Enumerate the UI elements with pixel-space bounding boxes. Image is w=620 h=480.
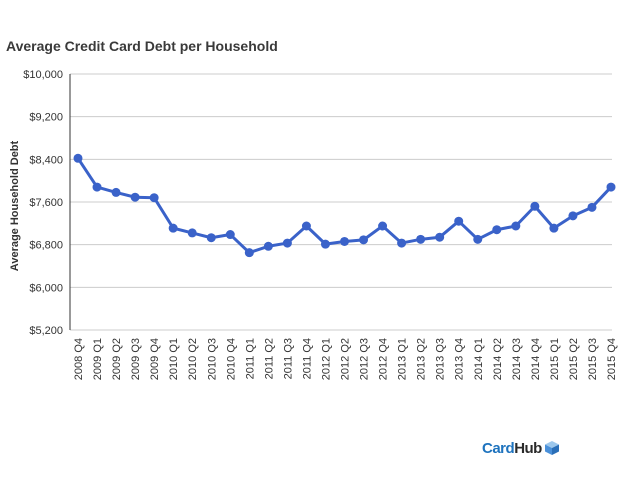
y-tick-label: $8,400 bbox=[29, 154, 63, 166]
data-point bbox=[549, 223, 559, 233]
cube-icon bbox=[544, 441, 559, 455]
data-point bbox=[587, 202, 597, 212]
x-tick-label: 2010 Q4 bbox=[225, 338, 237, 380]
x-tick-label: 2011 Q1 bbox=[244, 338, 256, 379]
x-tick-label: 2010 Q2 bbox=[187, 338, 199, 380]
y-axis-title: Average Household Debt bbox=[9, 140, 21, 271]
y-tick-label: $10,000 bbox=[23, 69, 63, 81]
x-tick-label: 2015 Q2 bbox=[568, 338, 580, 380]
x-tick-label: 2012 Q3 bbox=[359, 338, 371, 380]
data-point bbox=[568, 211, 578, 221]
y-tick-label: $7,600 bbox=[29, 197, 63, 209]
data-point bbox=[492, 225, 502, 235]
x-tick-label: 2014 Q2 bbox=[492, 338, 504, 380]
x-tick-label: 2009 Q2 bbox=[111, 338, 123, 380]
data-point bbox=[111, 187, 121, 197]
y-tick-label: $9,200 bbox=[29, 112, 63, 124]
data-point bbox=[340, 236, 349, 246]
x-tick-label: 2010 Q3 bbox=[206, 338, 218, 380]
x-tick-label: 2009 Q4 bbox=[149, 338, 161, 380]
x-tick-label: 2010 Q1 bbox=[168, 338, 180, 380]
logo-hub-text: Hub bbox=[514, 439, 542, 457]
data-point bbox=[168, 223, 178, 233]
y-tick-label: $6,000 bbox=[29, 282, 63, 294]
x-tick-label: 2011 Q3 bbox=[282, 338, 294, 379]
x-tick-label: 2013 Q2 bbox=[416, 338, 428, 380]
y-tick-label: $6,800 bbox=[29, 240, 63, 252]
x-tick-label: 2013 Q3 bbox=[435, 338, 447, 380]
data-point bbox=[435, 232, 445, 242]
x-tick-label: 2014 Q1 bbox=[473, 338, 485, 380]
data-point bbox=[149, 193, 159, 203]
data-point bbox=[73, 153, 83, 163]
x-tick-label: 2012 Q2 bbox=[340, 338, 352, 380]
data-point bbox=[359, 235, 369, 245]
data-point bbox=[282, 238, 292, 248]
cardhub-logo: Card Hub bbox=[482, 436, 560, 460]
data-point bbox=[301, 221, 311, 231]
x-tick-label: 2015 Q4 bbox=[606, 338, 618, 380]
x-tick-label: 2015 Q1 bbox=[549, 338, 561, 380]
data-point bbox=[606, 182, 616, 192]
chart-title: Average Credit Card Debt per Household bbox=[6, 38, 278, 54]
x-tick-label: 2011 Q4 bbox=[301, 338, 313, 379]
data-point bbox=[416, 234, 426, 244]
x-tick-label: 2013 Q4 bbox=[454, 338, 466, 380]
data-point bbox=[263, 241, 273, 251]
data-point bbox=[206, 233, 216, 243]
x-tick-label: 2009 Q1 bbox=[92, 338, 104, 380]
x-tick-label: 2011 Q2 bbox=[263, 338, 275, 379]
data-point bbox=[187, 228, 197, 238]
data-point bbox=[320, 239, 330, 249]
data-point bbox=[511, 221, 521, 231]
x-tick-label: 2008 Q4 bbox=[73, 338, 85, 380]
x-tick-label: 2009 Q3 bbox=[130, 338, 142, 380]
x-tick-label: 2015 Q3 bbox=[587, 338, 599, 380]
y-tick-label: $5,200 bbox=[29, 325, 63, 337]
data-point bbox=[473, 234, 483, 244]
data-point bbox=[225, 230, 235, 240]
x-tick-label: 2013 Q1 bbox=[397, 338, 409, 380]
data-point bbox=[454, 216, 464, 226]
x-tick-label: 2012 Q1 bbox=[320, 338, 332, 380]
x-tick-label: 2012 Q4 bbox=[378, 338, 390, 380]
data-point bbox=[397, 238, 407, 248]
x-tick-label: 2014 Q3 bbox=[511, 338, 523, 380]
data-point bbox=[244, 248, 254, 258]
logo-card-text: Card bbox=[482, 439, 515, 457]
data-point bbox=[92, 182, 102, 192]
data-point bbox=[130, 192, 140, 202]
x-tick-label: 2014 Q4 bbox=[530, 338, 542, 380]
data-point bbox=[378, 221, 388, 231]
data-point bbox=[530, 201, 540, 211]
